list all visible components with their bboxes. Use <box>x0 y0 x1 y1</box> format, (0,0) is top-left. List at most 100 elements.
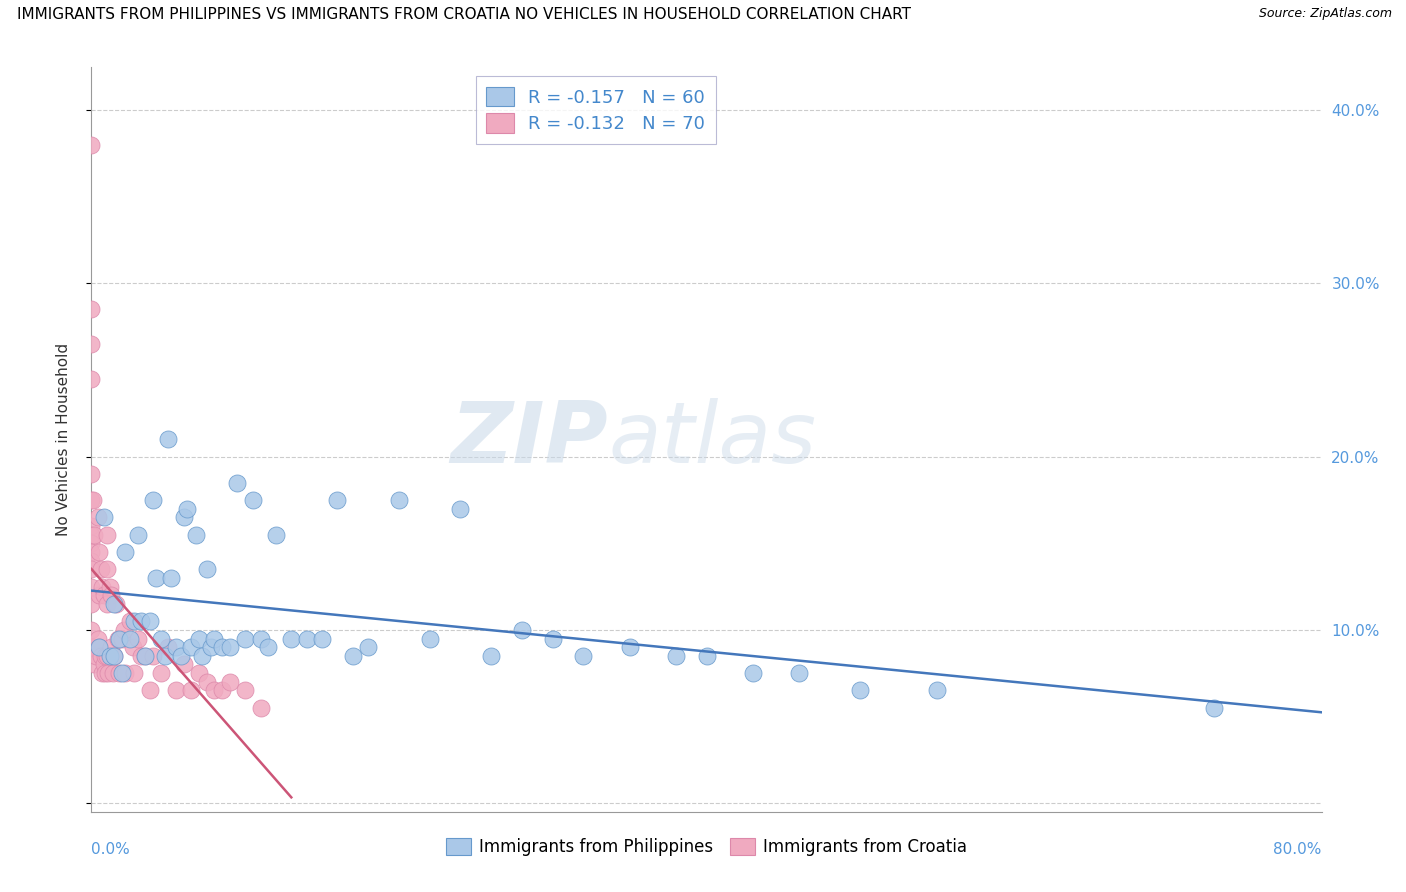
Text: 80.0%: 80.0% <box>1274 841 1322 856</box>
Point <box>139 683 162 698</box>
Point <box>80 527 103 541</box>
Point <box>927 683 949 698</box>
Point <box>139 614 162 628</box>
Point <box>142 492 165 507</box>
Point <box>226 475 249 490</box>
Point <box>100 640 122 655</box>
Point <box>149 666 172 681</box>
Point <box>118 614 141 628</box>
Point <box>264 527 287 541</box>
Point <box>188 666 211 681</box>
Text: atlas: atlas <box>607 398 815 481</box>
Point <box>96 597 118 611</box>
Point <box>96 562 118 576</box>
Point <box>80 640 103 655</box>
Point <box>195 562 218 576</box>
Point <box>741 666 763 681</box>
Point <box>157 433 180 447</box>
Point <box>419 632 441 646</box>
Point <box>153 648 177 663</box>
Point <box>218 674 240 689</box>
Point <box>96 648 118 663</box>
Point <box>122 640 145 655</box>
Point <box>127 527 149 541</box>
Point <box>326 492 349 507</box>
Point <box>83 527 105 541</box>
Point <box>103 648 125 663</box>
Point <box>114 545 136 559</box>
Point <box>280 632 302 646</box>
Point <box>134 648 156 663</box>
Point <box>86 632 108 646</box>
Point <box>103 648 125 663</box>
Point <box>218 640 240 655</box>
Point <box>96 527 118 541</box>
Point <box>94 666 117 681</box>
Point <box>105 597 127 611</box>
Point <box>388 492 411 507</box>
Point <box>180 683 202 698</box>
Point <box>191 648 214 663</box>
Point <box>108 632 131 646</box>
Point <box>165 640 187 655</box>
Point <box>124 666 146 681</box>
Point <box>479 648 502 663</box>
Point <box>80 337 103 351</box>
Point <box>311 632 333 646</box>
Point <box>80 467 103 481</box>
Point <box>108 666 131 681</box>
Point <box>249 632 271 646</box>
Point <box>80 597 103 611</box>
Point <box>98 580 121 594</box>
Text: Source: ZipAtlas.com: Source: ZipAtlas.com <box>1258 7 1392 21</box>
Point <box>184 527 207 541</box>
Point <box>257 640 280 655</box>
Point <box>87 640 110 655</box>
Point <box>80 623 103 637</box>
Point <box>112 623 135 637</box>
Point <box>173 657 195 672</box>
Point <box>572 648 595 663</box>
Point <box>111 632 134 646</box>
Point <box>98 648 121 663</box>
Point <box>82 492 104 507</box>
Point <box>195 674 218 689</box>
Point <box>342 648 364 663</box>
Point <box>169 648 191 663</box>
Point <box>100 588 122 602</box>
Point <box>665 648 688 663</box>
Point <box>1202 700 1225 714</box>
Text: ZIP: ZIP <box>450 398 607 481</box>
Point <box>93 657 115 672</box>
Text: IMMIGRANTS FROM PHILIPPINES VS IMMIGRANTS FROM CROATIA NO VEHICLES IN HOUSEHOLD : IMMIGRANTS FROM PHILIPPINES VS IMMIGRANT… <box>17 7 911 22</box>
Point <box>134 648 156 663</box>
Point <box>87 545 110 559</box>
Point <box>176 501 198 516</box>
Point <box>80 519 103 533</box>
Point <box>211 640 233 655</box>
Point <box>97 666 120 681</box>
Point <box>145 571 167 585</box>
Point <box>82 640 104 655</box>
Point <box>449 501 471 516</box>
Point <box>111 666 134 681</box>
Point <box>233 632 256 646</box>
Point <box>80 536 103 550</box>
Point <box>94 648 117 663</box>
Point <box>211 683 233 698</box>
Point <box>149 632 172 646</box>
Point <box>142 648 165 663</box>
Point <box>87 588 110 602</box>
Point <box>127 632 149 646</box>
Point <box>80 580 103 594</box>
Point <box>80 545 103 559</box>
Point <box>118 632 141 646</box>
Point <box>91 666 114 681</box>
Point <box>619 640 641 655</box>
Point <box>541 632 564 646</box>
Point <box>80 492 103 507</box>
Point <box>787 666 810 681</box>
Point <box>157 640 180 655</box>
Point <box>180 640 202 655</box>
Point <box>86 510 108 524</box>
